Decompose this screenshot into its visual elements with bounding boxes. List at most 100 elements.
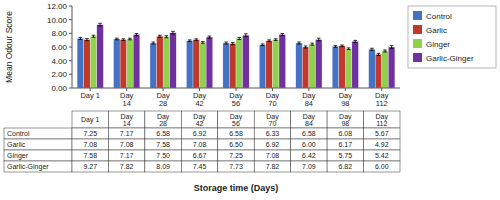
legend-swatch	[413, 39, 422, 48]
y-tick-label: 0.00	[51, 84, 67, 93]
table-cell	[108, 161, 144, 172]
error-bar	[224, 42, 228, 44]
text-line: 14	[122, 99, 130, 108]
table-cell	[254, 150, 290, 161]
table-cell	[327, 128, 363, 139]
table-cell-text: 6.92	[193, 130, 207, 137]
table-cell-text: 6.00	[302, 141, 316, 148]
bar	[157, 36, 164, 88]
error-bar	[188, 40, 192, 42]
legend-label: Garlic	[426, 26, 447, 35]
bar	[279, 35, 286, 88]
error-bar	[280, 34, 284, 36]
table-cell-text: 5.42	[375, 152, 389, 159]
table-header: Day14	[120, 113, 133, 128]
legend-label: Ginger	[426, 40, 450, 49]
table-cell	[364, 128, 400, 139]
table-cell-text: 7.17	[120, 152, 134, 159]
table-cell	[145, 128, 181, 139]
bar	[193, 40, 200, 88]
bar	[163, 37, 170, 88]
error-bar	[79, 37, 83, 39]
bar	[90, 36, 97, 88]
bar	[375, 54, 382, 88]
table-header: Day84	[303, 113, 316, 128]
x-tick-label: Day70	[266, 91, 280, 108]
legend-swatch	[413, 53, 422, 62]
table-cell	[145, 161, 181, 172]
table-cell	[327, 161, 363, 172]
bar	[170, 33, 177, 88]
table-cell	[254, 161, 290, 172]
y-tick-label: 8.00	[51, 29, 67, 38]
bar	[272, 40, 279, 88]
table-header: Day112	[376, 113, 389, 128]
text-line: 42	[195, 99, 203, 108]
table-cell-text: 5.75	[339, 152, 353, 159]
table-cell-text: 7.50	[156, 152, 170, 159]
text-line: 98	[341, 99, 349, 108]
table-cell	[327, 150, 363, 161]
text-line: 84	[305, 99, 313, 108]
table-row-label-cell	[4, 161, 72, 172]
text-line: 14	[123, 120, 131, 127]
table-cell-text: 7.73	[229, 163, 243, 170]
table-cell-text: 7.82	[266, 163, 280, 170]
y-tick-label: 2.00	[51, 70, 67, 79]
table-header-cell	[145, 111, 181, 128]
error-bar	[128, 38, 132, 40]
table-cell	[72, 161, 108, 172]
chart: 0.002.004.006.008.0010.0012.00Day 1Day14…	[0, 0, 500, 200]
table-cell-text: 7.08	[120, 141, 134, 148]
text-line: 28	[159, 99, 167, 108]
table-cell-text: 7.08	[83, 141, 97, 148]
table-cell	[145, 150, 181, 161]
table-row-label-cell	[4, 128, 72, 139]
legend-label: Garlic-Ginger	[426, 54, 474, 63]
error-bar	[334, 46, 338, 48]
table-cell	[364, 161, 400, 172]
error-bar	[135, 34, 139, 36]
table-cell-text: 7.58	[83, 152, 97, 159]
bar	[200, 42, 207, 88]
table-header: Day70	[266, 113, 279, 128]
table-header-cell	[72, 111, 108, 128]
x-tick-label: Day14	[120, 91, 134, 108]
legend-swatch	[413, 11, 422, 20]
table-row-label-cell	[4, 150, 72, 161]
table-cell-text: 7.08	[266, 152, 280, 159]
text-line: 56	[232, 99, 240, 108]
table-cell-text: 7.58	[156, 141, 170, 148]
text-line: 28	[159, 120, 167, 127]
table-cell	[218, 128, 254, 139]
bar	[206, 37, 213, 88]
text-line: 112	[376, 120, 387, 127]
table-cell	[291, 128, 327, 139]
table-cell-text: 6.08	[339, 130, 353, 137]
bar	[150, 43, 157, 88]
bar	[186, 41, 193, 88]
x-tick-label: Day84	[302, 91, 316, 108]
bar	[382, 51, 389, 88]
bar	[388, 47, 395, 88]
table-header: Day56	[230, 113, 243, 128]
table-header: Day 1	[81, 116, 99, 124]
table-cell-text: 7.45	[193, 163, 207, 170]
table-cell	[108, 150, 144, 161]
bar	[84, 40, 91, 88]
table-cell-text: 7.25	[229, 152, 243, 159]
table-cell-text: 7.25	[83, 130, 97, 137]
error-bar	[244, 34, 248, 37]
x-tick-label: Day42	[193, 91, 207, 108]
y-tick	[69, 19, 72, 20]
table-cell-text: 7.08	[193, 141, 207, 148]
error-bar	[317, 38, 321, 41]
table-cell-text: 7.09	[302, 163, 316, 170]
bar	[236, 38, 243, 88]
bars	[77, 23, 395, 88]
table-cell-text: 4.92	[375, 141, 389, 148]
bar	[133, 35, 140, 88]
error-bar	[370, 48, 374, 50]
table-cell	[364, 150, 400, 161]
axes: 0.002.004.006.008.0010.0012.00Day 1Day14…	[47, 2, 400, 108]
